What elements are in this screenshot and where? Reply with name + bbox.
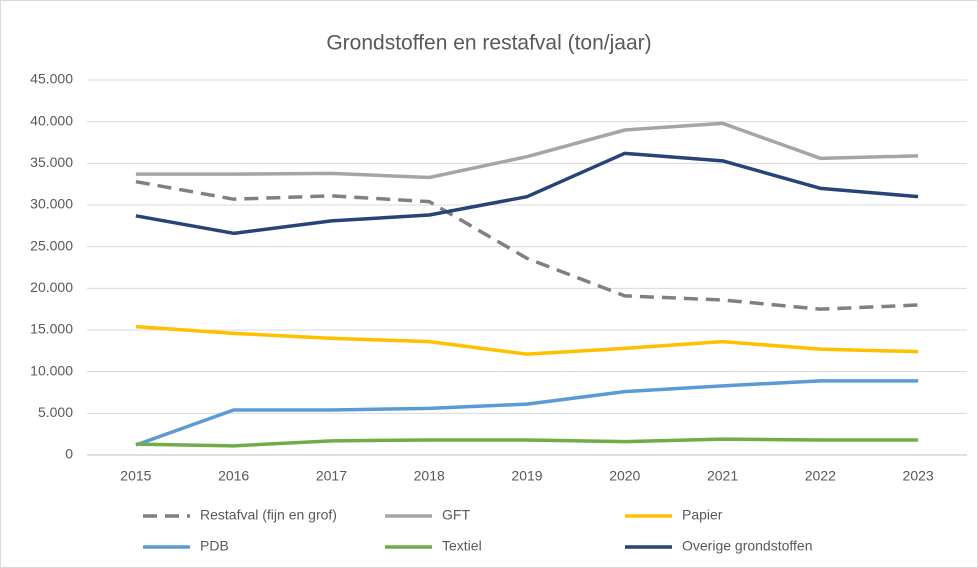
legend-label: Restafval (fijn en grof) [200, 507, 337, 523]
x-tick-label: 2022 [805, 468, 836, 484]
y-tick-label: 10.000 [30, 362, 73, 378]
x-tick-label: 2016 [218, 468, 249, 484]
chart-title: Grondstoffen en restafval (ton/jaar) [326, 32, 651, 55]
x-tick-label: 2017 [316, 468, 347, 484]
legend-label: GFT [442, 507, 470, 523]
x-tick-label: 2018 [414, 468, 445, 484]
line-series [135, 151, 919, 236]
line-series [135, 179, 919, 311]
line-series [135, 121, 919, 180]
line-series [135, 437, 919, 448]
x-tick-label: 2023 [903, 468, 934, 484]
y-tick-label: 35.000 [30, 154, 73, 170]
line-series [135, 379, 919, 447]
line-series [135, 324, 919, 356]
y-tick-label: 30.000 [30, 196, 73, 212]
x-tick-label: 2020 [609, 468, 640, 484]
legend-label: Overige grondstoffen [682, 538, 813, 554]
y-tick-label: 25.000 [30, 237, 73, 253]
y-tick-label: 20.000 [30, 279, 73, 295]
legend-label: Papier [682, 507, 723, 523]
y-tick-label: 5.000 [38, 404, 73, 420]
legend-label: PDB [200, 538, 229, 554]
y-tick-label: 0 [65, 446, 73, 462]
legend-label: Textiel [442, 538, 482, 554]
y-tick-label: 40.000 [30, 112, 73, 128]
y-tick-label: 15.000 [30, 321, 73, 337]
x-tick-label: 2021 [707, 468, 738, 484]
x-tick-label: 2015 [120, 468, 151, 484]
x-tick-label: 2019 [511, 468, 542, 484]
y-tick-label: 45.000 [30, 71, 73, 87]
